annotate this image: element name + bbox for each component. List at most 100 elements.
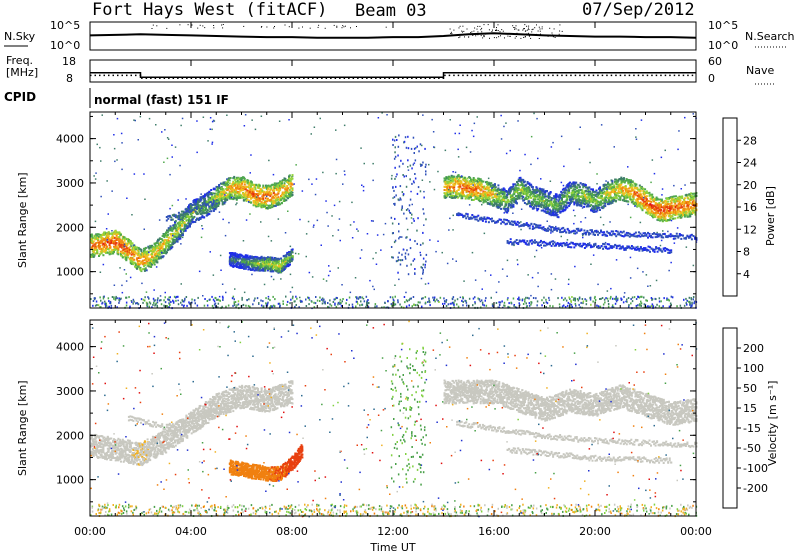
power-point [604, 205, 607, 208]
nsky-spike-dot [213, 27, 215, 29]
power-point [204, 198, 206, 201]
power-point [143, 269, 146, 272]
power-point [213, 188, 216, 191]
power-point [506, 196, 509, 199]
power-point [243, 183, 246, 186]
power-point [145, 254, 148, 257]
nsky-spike-dot [491, 31, 493, 33]
power-point [251, 183, 254, 186]
power-point [101, 240, 104, 243]
power-point [151, 263, 153, 266]
power-point [576, 186, 579, 189]
nsky-spike-dot [458, 27, 460, 29]
power-point [493, 183, 496, 186]
power-point [477, 183, 480, 186]
power-point [163, 252, 166, 254]
power-point [219, 197, 221, 200]
freq-tick-low: 8 [66, 72, 73, 85]
power-point [492, 193, 495, 196]
power-point [447, 193, 449, 196]
nsky-spike-dot [260, 26, 262, 28]
power-point [180, 222, 183, 225]
power-point [270, 187, 273, 190]
power-point [183, 221, 186, 224]
power-point [120, 233, 122, 236]
power-point [577, 189, 580, 192]
power-point [189, 223, 191, 226]
power-point [503, 195, 506, 198]
power-point [234, 191, 237, 194]
power-point [187, 215, 190, 218]
power-point [230, 185, 233, 188]
power-point [286, 253, 289, 256]
power-point [535, 205, 538, 208]
power-point [636, 191, 639, 194]
power-point [95, 246, 98, 249]
power-point [615, 197, 618, 199]
power-point [98, 244, 101, 247]
power-point [180, 217, 183, 220]
power-point [562, 202, 565, 205]
nsky-spike-dot [480, 35, 482, 37]
power-point [152, 246, 155, 249]
power-point [166, 231, 169, 234]
power-point [183, 224, 186, 227]
power-point [550, 200, 553, 203]
power-point [114, 243, 117, 246]
power-point [288, 188, 291, 191]
nsky-spike-dot [489, 37, 490, 39]
nsky-spike-dot [222, 27, 224, 29]
power-point [486, 191, 489, 194]
nsky-spike-dot [527, 33, 529, 35]
power-point [151, 256, 154, 259]
power-point [189, 208, 192, 211]
power-point [250, 201, 252, 204]
nsky-spike-dot [541, 28, 543, 30]
power-point [278, 260, 281, 263]
nsky-spike-dot [538, 38, 540, 39]
nsky-spike-dot [492, 29, 493, 31]
nsky-spike-dot [152, 24, 154, 26]
power-point [217, 197, 220, 200]
nsky-spike-dot [532, 28, 534, 30]
nave-series-line [90, 74, 696, 80]
power-point [497, 204, 500, 207]
power-point [644, 188, 647, 191]
power-point [250, 181, 253, 184]
power-point [494, 186, 497, 189]
power-point [139, 266, 142, 269]
power-point [578, 199, 581, 201]
nsky-spike-dot [551, 32, 553, 34]
power-point [96, 250, 99, 253]
power-point [534, 195, 537, 198]
power-point [143, 264, 146, 267]
nsky-spike-dot [476, 28, 478, 30]
power-point [601, 202, 604, 205]
power-point [462, 185, 465, 188]
cpid-label: CPID [4, 90, 36, 104]
power-point [97, 238, 100, 241]
power-point [235, 183, 238, 186]
power-point [523, 180, 526, 183]
power-point [475, 189, 478, 192]
power-point [128, 250, 130, 252]
power-point [181, 234, 184, 237]
nsky-spike-dot [309, 27, 311, 29]
nsky-spike-dot [552, 36, 554, 38]
power-point [112, 240, 115, 243]
power-point [241, 177, 244, 180]
power-point [194, 208, 197, 211]
nsky-spike-dot [343, 26, 345, 28]
power-point [168, 229, 171, 232]
nsky-spike-dot [538, 26, 540, 28]
power-point [540, 209, 543, 212]
power-point [208, 191, 211, 194]
nsky-spike-dot [318, 24, 320, 26]
power-point [188, 218, 191, 221]
power-point [174, 220, 177, 223]
power-point [226, 198, 229, 201]
power-point [105, 240, 107, 242]
power-point [161, 239, 164, 242]
nsky-spike-dot [514, 37, 516, 39]
